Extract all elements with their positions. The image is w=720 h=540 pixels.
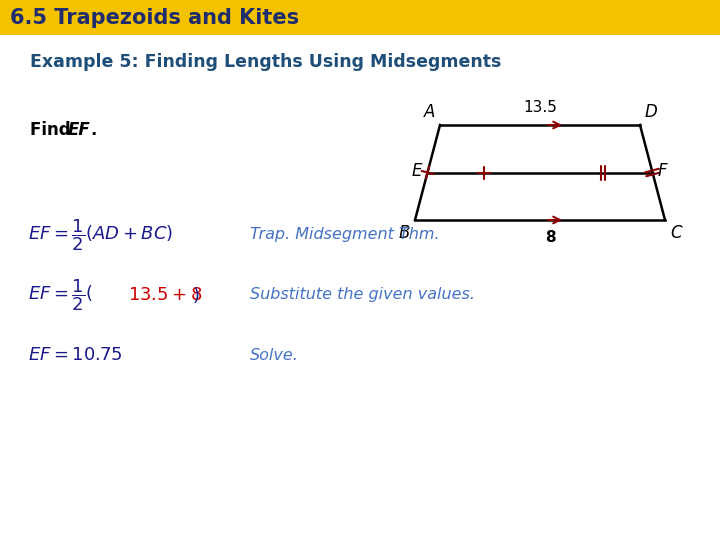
Text: A: A <box>423 103 435 121</box>
Text: $13.5+8$: $13.5+8$ <box>128 286 202 304</box>
Text: D: D <box>645 103 658 121</box>
Text: Example 5: Finding Lengths Using Midsegments: Example 5: Finding Lengths Using Midsegm… <box>30 53 501 71</box>
Text: 8: 8 <box>545 230 555 245</box>
Text: $\mathit{EF} = \dfrac{1}{2}($: $\mathit{EF} = \dfrac{1}{2}($ <box>28 277 93 313</box>
Text: $)$: $)$ <box>192 285 199 305</box>
Text: Trap. Midsegment Thm.: Trap. Midsegment Thm. <box>250 227 440 242</box>
Text: Substitute the given values.: Substitute the given values. <box>250 287 475 302</box>
FancyBboxPatch shape <box>0 0 720 35</box>
Text: Find: Find <box>30 121 76 139</box>
Text: F: F <box>657 161 667 179</box>
Text: EF: EF <box>68 121 91 139</box>
Text: 13.5: 13.5 <box>523 100 557 115</box>
Text: C: C <box>670 224 682 242</box>
Text: B: B <box>399 224 410 242</box>
Text: E: E <box>412 161 423 179</box>
Text: Solve.: Solve. <box>250 348 299 362</box>
Text: .: . <box>90 121 96 139</box>
Text: $\mathit{EF} = 10.75$: $\mathit{EF} = 10.75$ <box>28 346 122 364</box>
Text: 6.5 Trapezoids and Kites: 6.5 Trapezoids and Kites <box>10 8 299 28</box>
Text: $\mathit{EF} = \dfrac{1}{2}(\mathit{AD}+\mathit{BC})$: $\mathit{EF} = \dfrac{1}{2}(\mathit{AD}+… <box>28 217 174 253</box>
